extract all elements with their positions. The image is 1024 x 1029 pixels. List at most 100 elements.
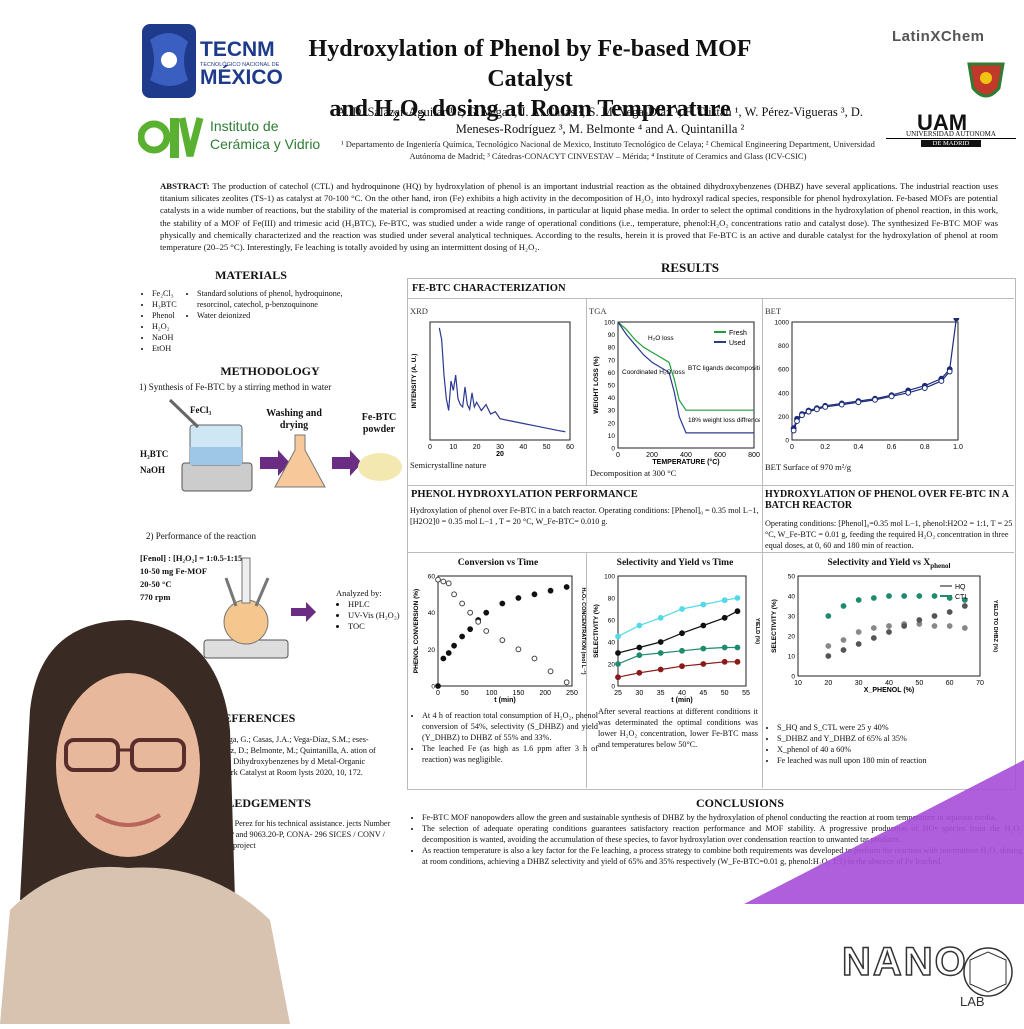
y-tick-label: 30 bbox=[788, 614, 796, 621]
data-point bbox=[905, 389, 912, 396]
tecnm-logo bbox=[140, 20, 290, 102]
x-axis-label: t (min) bbox=[671, 697, 692, 704]
y-tick-label: 0 bbox=[785, 438, 789, 445]
series-line bbox=[617, 610, 738, 654]
y-axis-label: WEIGHT LOSS (%) bbox=[593, 356, 600, 413]
data-point bbox=[515, 595, 522, 601]
data-point bbox=[921, 385, 928, 391]
abstract-label: ABSTRACT: bbox=[160, 181, 210, 191]
data-point bbox=[636, 644, 643, 651]
conv-note: The leached Fe (as high as 1.6 ppm after… bbox=[422, 743, 598, 765]
data-point bbox=[451, 642, 457, 649]
bet-label: BET bbox=[765, 306, 782, 316]
nanolab-lab: LAB bbox=[960, 994, 985, 1009]
plot-frame bbox=[617, 321, 755, 449]
y-tick-label: 20 bbox=[608, 662, 616, 669]
conv-title: Conversion vs Time bbox=[457, 558, 539, 568]
data-point bbox=[531, 591, 538, 598]
x-tick-label: 25 bbox=[614, 690, 622, 697]
data-point bbox=[499, 600, 506, 607]
x-tick-label: 30 bbox=[635, 690, 643, 697]
x-tick-label: 20 bbox=[824, 680, 832, 687]
methodology-step1: 1) Synthesis of Fe-BTC by a stirring met… bbox=[139, 382, 332, 392]
analyzed-by: Analyzed by: HPLCUV-Vis (H₂O₂)TOC bbox=[336, 588, 416, 632]
data-point bbox=[435, 576, 441, 583]
data-point bbox=[547, 668, 554, 675]
y-tick-label: 60 bbox=[428, 574, 436, 581]
data-point bbox=[467, 626, 474, 633]
x-tick-label: 30 bbox=[496, 444, 504, 451]
series-line bbox=[438, 327, 566, 433]
data-point bbox=[467, 609, 474, 616]
data-point bbox=[825, 653, 832, 659]
y-tick-label: 50 bbox=[788, 574, 796, 581]
selx-title: Selectivity and Yield vs Xphenol bbox=[765, 558, 1013, 570]
data-point bbox=[499, 637, 506, 644]
fecl3-label: FeCl₃ bbox=[190, 405, 212, 415]
data-point bbox=[840, 603, 847, 609]
data-point bbox=[870, 595, 877, 601]
results-heading: RESULTS bbox=[660, 260, 720, 275]
conv-note: At 4 h of reaction total consumption of … bbox=[422, 710, 598, 743]
batch-heading: HYDROXYLATION OF PHENOL OVER FE-BTC IN A… bbox=[765, 489, 1009, 511]
data-point bbox=[475, 618, 482, 625]
x-tick-label: 45 bbox=[699, 690, 707, 697]
tecnm-name: TECNM bbox=[200, 38, 275, 61]
x-tick-label: 50 bbox=[461, 690, 469, 697]
y-tick-label: 70 bbox=[608, 357, 616, 364]
latinxchem-logo: LatinXChem bbox=[892, 28, 985, 45]
y-axis-label: SELECTIVITY (%) bbox=[771, 599, 778, 653]
data-point bbox=[822, 404, 829, 410]
uam-line1: UNIVERSIDAD AUTONOMA bbox=[886, 130, 1016, 139]
y-tick-label: 20 bbox=[428, 647, 436, 654]
x-tick-label: 400 bbox=[680, 452, 692, 459]
y-tick-label: 60 bbox=[608, 618, 616, 625]
material-item: Phenol bbox=[152, 310, 197, 321]
data-point bbox=[721, 658, 728, 665]
selx-title-sub: phenol bbox=[930, 561, 951, 570]
x-tick-label: 50 bbox=[721, 690, 729, 697]
data-point bbox=[700, 645, 707, 652]
x-tick-label: 250 bbox=[566, 690, 578, 697]
conclusions-heading: CONCLUSIONS bbox=[695, 796, 785, 810]
naoh-label: NaOH bbox=[140, 465, 166, 475]
data-point bbox=[946, 623, 953, 629]
material-item: Water deionized bbox=[197, 310, 372, 321]
x-tick-label: 200 bbox=[646, 452, 658, 459]
y2-axis-label: YIELD TO DHBZ (%) bbox=[992, 600, 998, 652]
material-item: EtOH bbox=[152, 343, 197, 354]
analysis-list: HPLCUV-Vis (H₂O₂)TOC bbox=[336, 599, 416, 632]
material-item: Standard solutions of phenol, hydroquino… bbox=[197, 288, 372, 310]
material-item: NaOH bbox=[152, 332, 197, 343]
x-tick-label: 0.8 bbox=[920, 444, 930, 451]
data-point bbox=[938, 378, 945, 384]
presenter-photo bbox=[0, 600, 300, 1024]
y-tick-label: 1000 bbox=[775, 320, 790, 327]
x-tick-label: 150 bbox=[513, 690, 525, 697]
data-point bbox=[440, 655, 447, 662]
x-tick-label: 100 bbox=[486, 690, 498, 697]
data-point bbox=[870, 635, 877, 641]
data-point bbox=[931, 613, 938, 619]
data-point bbox=[459, 633, 466, 640]
x-tick-label: 800 bbox=[748, 452, 760, 459]
x-tick-label: 0 bbox=[790, 444, 794, 451]
y-axis-label: SELECTIVITY (%) bbox=[593, 604, 600, 658]
data-point bbox=[855, 641, 862, 647]
data-point bbox=[657, 666, 664, 673]
references-heading: REFERENCES bbox=[214, 711, 296, 725]
characterization-heading: FE-BTC CHARACTERIZATION bbox=[412, 283, 566, 294]
purple-corner-decoration bbox=[744, 760, 1024, 904]
data-point bbox=[531, 655, 538, 662]
y-tick-label: 600 bbox=[778, 367, 789, 374]
affiliations: ¹ Departamento de Ingeniería Química, Te… bbox=[341, 139, 875, 161]
icv-line2: Cerámica y Vidrio bbox=[210, 136, 321, 152]
product-label: Fe-BTC powder bbox=[361, 412, 397, 435]
data-point bbox=[886, 623, 892, 629]
annotation: Coordinated H₂O loss bbox=[622, 369, 686, 376]
y-tick-label: 800 bbox=[778, 343, 789, 350]
analysis-item: UV-Vis (H₂O₂) bbox=[348, 610, 416, 621]
selx-note: S_HQ and S_CTL were 25 y 40% bbox=[777, 722, 1017, 733]
x-tick-label: 10 bbox=[794, 680, 802, 687]
